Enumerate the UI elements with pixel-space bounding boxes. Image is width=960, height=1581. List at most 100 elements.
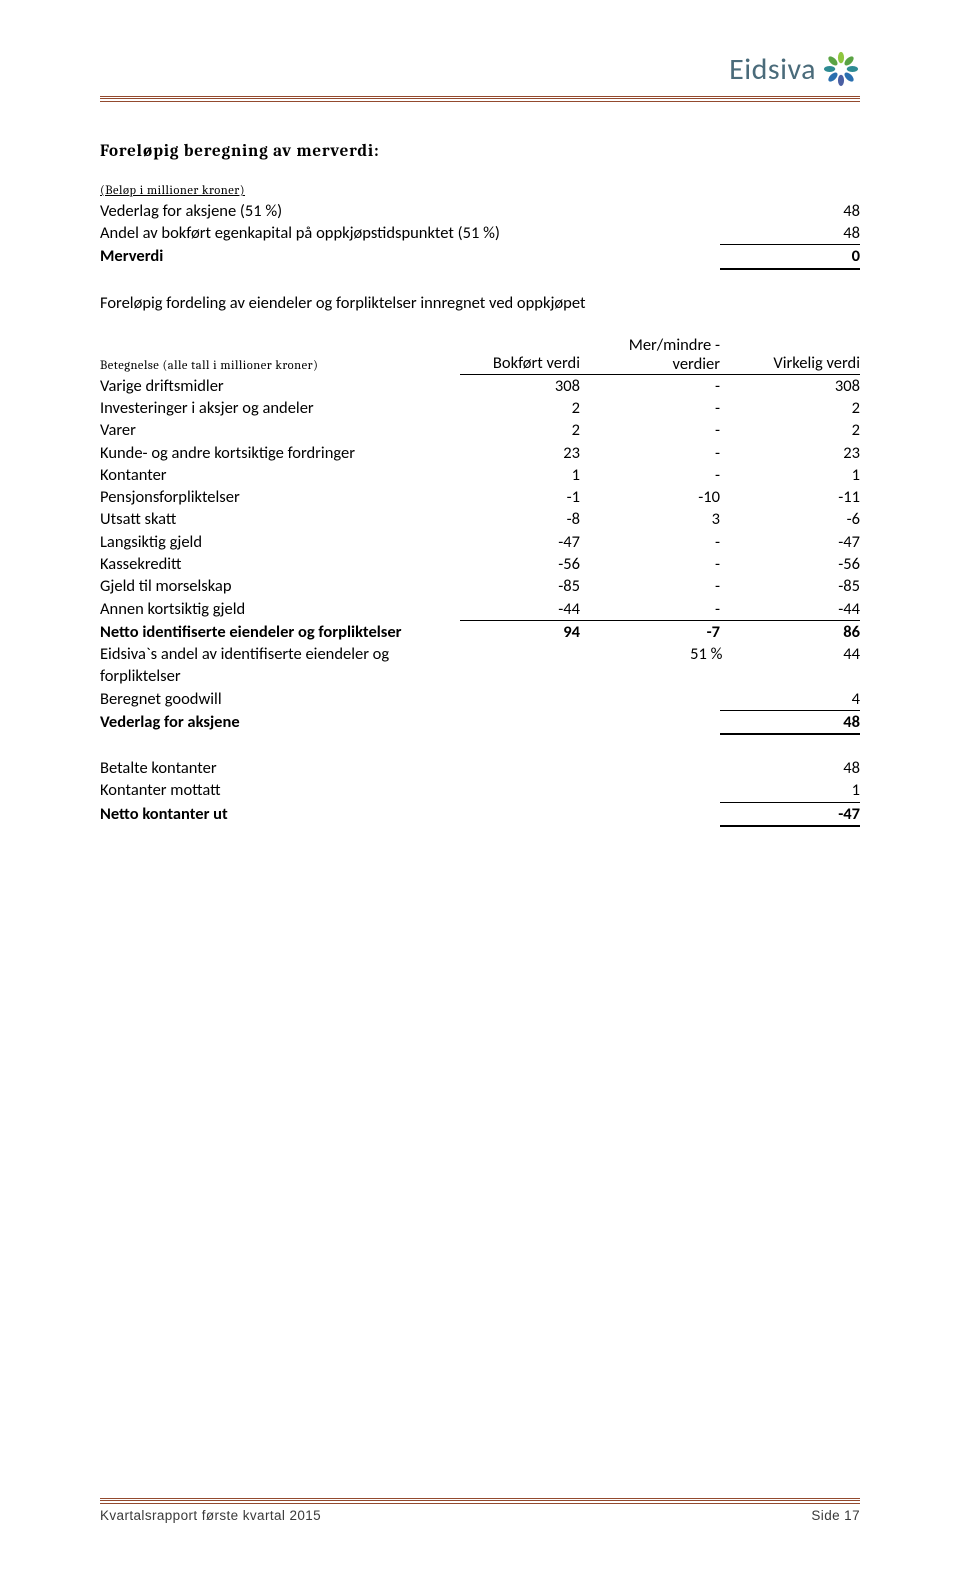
row-label: Betalte kontanter <box>100 757 720 779</box>
row-label: Annen kortsiktig gjeld <box>100 598 460 621</box>
table-row: Andel av bokført egenkapital på oppkjøps… <box>100 222 860 245</box>
row-value: 0 <box>720 245 860 269</box>
row-label: Utsatt skatt <box>100 508 460 530</box>
row-value: 48 <box>720 757 860 779</box>
cell: - <box>580 553 720 575</box>
row-label: Vederlag for aksjene <box>100 711 460 735</box>
table-row: Utsatt skatt-83-6 <box>100 508 860 530</box>
row-label: Varer <box>100 419 460 441</box>
page-heading: Foreløpig beregning av merverdi: <box>100 142 860 161</box>
cell: 2 <box>460 419 580 441</box>
cell: -1 <box>460 486 580 508</box>
goodwill-row: Beregnet goodwill 4 <box>100 688 860 711</box>
footer-left: Kvartalsrapport første kvartal 2015 <box>100 1508 321 1523</box>
row-label: Andel av bokført egenkapital på oppkjøps… <box>100 222 720 245</box>
table-row: Kontanter mottatt 1 <box>100 779 860 802</box>
cell: -11 <box>720 486 860 508</box>
cell: - <box>580 531 720 553</box>
column-headers: Betegnelse (alle tall i millioner kroner… <box>100 336 860 375</box>
cell: 23 <box>720 442 860 464</box>
table-row: Kassekreditt-56--56 <box>100 553 860 575</box>
cell: -85 <box>460 575 580 597</box>
cell: 2 <box>720 419 860 441</box>
cell: - <box>580 598 720 621</box>
cell: - <box>580 375 720 397</box>
cell: - <box>580 442 720 464</box>
row-label: Pensjonsforpliktelser <box>100 486 460 508</box>
brand-logo: Eidsiva <box>729 50 860 88</box>
andel-row: Eidsiva`s andel av identifiserte eiendel… <box>100 643 860 688</box>
cell: 48 <box>720 711 860 735</box>
cell: 4 <box>720 688 860 711</box>
netto-kontanter-row: Netto kontanter ut -47 <box>100 803 860 827</box>
cell: - <box>580 397 720 419</box>
row-label: Kontanter mottatt <box>100 779 720 802</box>
cell: 86 <box>720 621 860 643</box>
cell: -6 <box>720 508 860 530</box>
cell: - <box>580 464 720 486</box>
cell: -10 <box>580 486 720 508</box>
brand-name: Eidsiva <box>729 51 816 88</box>
brand-flower-icon <box>822 50 860 88</box>
header-rule <box>100 96 860 102</box>
cell: 308 <box>460 375 580 397</box>
table-row: Varer2-2 <box>100 419 860 441</box>
row-value: 48 <box>720 200 860 222</box>
table-row: Annen kortsiktig gjeld-44--44 <box>100 598 860 621</box>
cell: 3 <box>580 508 720 530</box>
row-value: -47 <box>720 803 860 827</box>
row-label: Investeringer i aksjer og andeler <box>100 397 460 419</box>
netto-row: Netto identifiserte eiendeler og forplik… <box>100 621 860 643</box>
row-value: 1 <box>720 779 860 802</box>
cell: 2 <box>720 397 860 419</box>
block1-note-row: (Beløp i millioner kroner) <box>100 183 860 200</box>
table-row: Kontanter1-1 <box>100 464 860 486</box>
merverdi-total-row: Merverdi 0 <box>100 245 860 269</box>
table-row: Gjeld til morselskap-85--85 <box>100 575 860 597</box>
row-label: Eidsiva`s andel av identifiserte eiendel… <box>100 643 467 688</box>
cell: -8 <box>460 508 580 530</box>
table-row: Investeringer i aksjer og andeler2-2 <box>100 397 860 419</box>
row-label: Kunde- og andre kortsiktige fordringer <box>100 442 460 464</box>
col-c-header: Virkelig verdi <box>773 352 860 374</box>
amounts-note: (Beløp i millioner kroner) <box>100 183 720 200</box>
row-value: 48 <box>720 222 860 245</box>
cell: 44 <box>722 643 860 688</box>
cell: -85 <box>720 575 860 597</box>
footer-rule <box>100 1498 860 1504</box>
footer-right: Side 17 <box>811 1508 860 1523</box>
row-label: Netto kontanter ut <box>100 803 720 827</box>
vederlag-row: Vederlag for aksjene 48 <box>100 711 860 735</box>
row-label: Merverdi <box>100 245 720 269</box>
cell: 2 <box>460 397 580 419</box>
row-label: Gjeld til morselskap <box>100 575 460 597</box>
cell: - <box>580 419 720 441</box>
table-row: Varige driftsmidler308-308 <box>100 375 860 397</box>
row-label: Kontanter <box>100 464 460 486</box>
col-a-header: Bokført verdi <box>493 352 580 374</box>
table-row: Pensjonsforpliktelser-1-10-11 <box>100 486 860 508</box>
block2-title: Foreløpig fordeling av eiendeler og forp… <box>100 292 860 314</box>
cell: 23 <box>460 442 580 464</box>
cell: -47 <box>720 531 860 553</box>
col-b-header: Mer/mindre - verdier <box>629 336 720 374</box>
table-row: Betalte kontanter 48 <box>100 757 860 779</box>
row-label: Kassekreditt <box>100 553 460 575</box>
cell: -7 <box>580 621 720 643</box>
cell: 1 <box>720 464 860 486</box>
cell: -56 <box>460 553 580 575</box>
cell: -44 <box>720 598 860 621</box>
col-label-note: Betegnelse (alle tall i millioner kroner… <box>100 358 318 375</box>
cell: -47 <box>460 531 580 553</box>
row-label: Varige driftsmidler <box>100 375 460 397</box>
cell: 308 <box>720 375 860 397</box>
table-row: Langsiktig gjeld-47--47 <box>100 531 860 553</box>
cell: - <box>580 575 720 597</box>
cell: -44 <box>460 598 580 621</box>
row-label: Beregnet goodwill <box>100 688 460 711</box>
table-row: Kunde- og andre kortsiktige fordringer23… <box>100 442 860 464</box>
cell: 51 % <box>585 643 723 688</box>
cell: 1 <box>460 464 580 486</box>
cell: 94 <box>460 621 580 643</box>
page-header: Eidsiva <box>100 50 860 96</box>
